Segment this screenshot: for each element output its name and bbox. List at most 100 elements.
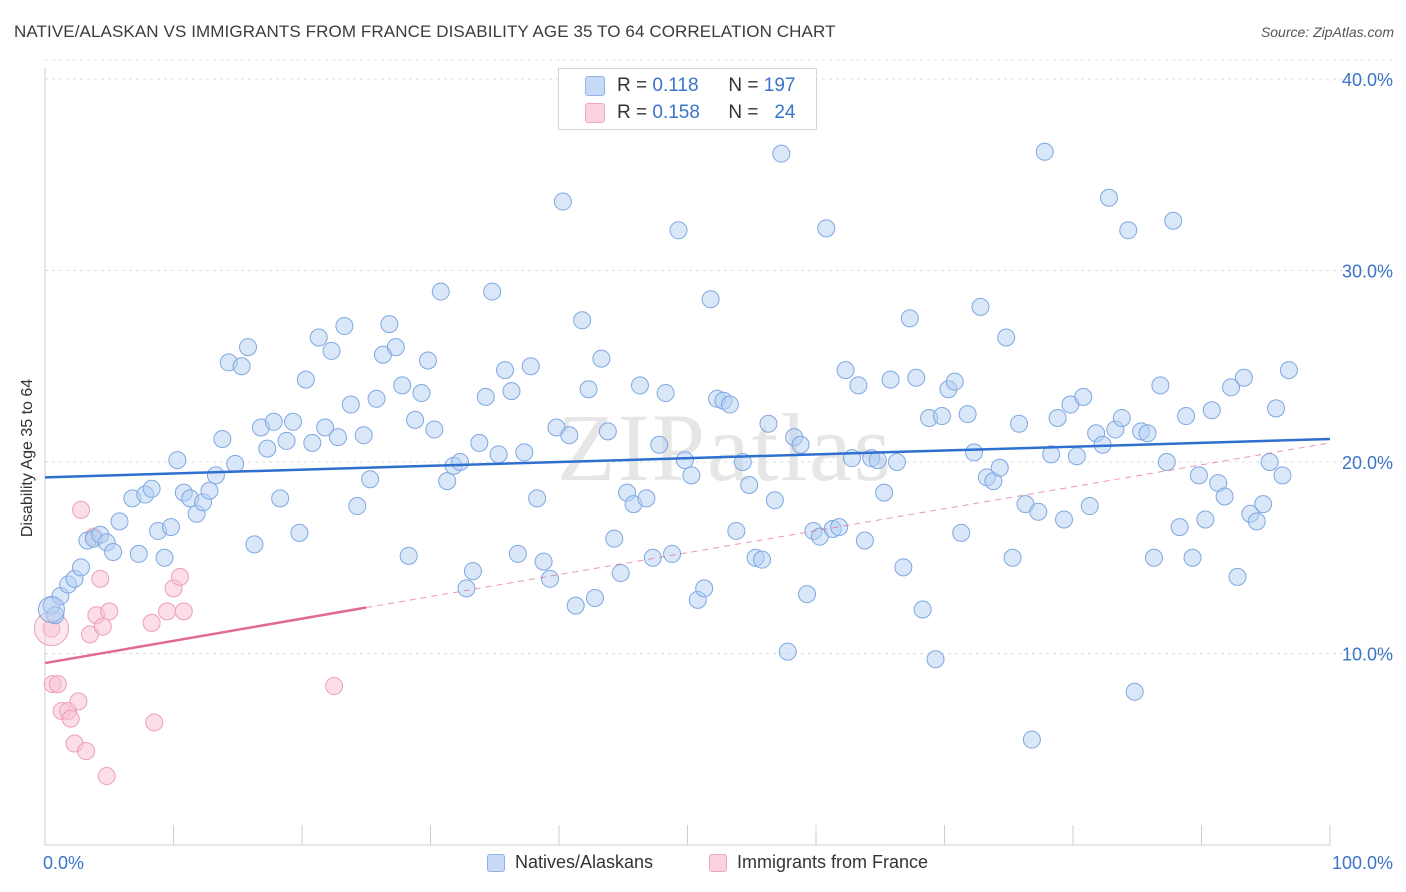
data-point-natives [1247, 512, 1266, 531]
trend-lines [44, 437, 1331, 665]
y-tick-label: 40.0% [1342, 70, 1393, 90]
data-point-natives [1234, 368, 1253, 387]
data-point-natives [476, 387, 495, 406]
data-point-natives [855, 531, 874, 550]
data-point-natives [650, 435, 669, 454]
data-point-natives [277, 431, 296, 450]
data-point-natives [1267, 399, 1286, 418]
data-point-natives [907, 368, 926, 387]
data-point-natives [1202, 401, 1221, 420]
data-point-natives [1010, 414, 1029, 433]
data-point-natives [463, 562, 482, 581]
data-point-natives [778, 642, 797, 661]
data-point-natives [553, 192, 572, 211]
data-point-natives [663, 544, 682, 563]
data-point-france [170, 567, 189, 586]
bottom-legend: Natives/Alaskans Immigrants from France [0, 850, 1406, 878]
data-point-natives [206, 466, 225, 485]
data-point-natives [791, 435, 810, 454]
data-point-natives [573, 311, 592, 330]
data-point-natives [296, 370, 315, 389]
data-point-natives [348, 497, 367, 516]
data-point-natives [534, 552, 553, 571]
data-point-natives [913, 600, 932, 619]
data-point-natives [418, 351, 437, 370]
data-point-natives [1157, 453, 1176, 471]
data-point-natives [239, 338, 258, 357]
data-point-natives [611, 564, 630, 583]
r-label: R = [617, 102, 648, 123]
data-point-natives [200, 481, 219, 500]
data-point-natives [1099, 188, 1118, 207]
data-point-natives [798, 585, 817, 604]
data-point-france [91, 569, 110, 588]
data-point-natives [393, 376, 412, 395]
data-point-natives [868, 451, 887, 470]
trend-line-france-extension [366, 442, 1331, 609]
immigrants-from-france-points [33, 500, 344, 786]
data-point-natives [406, 410, 425, 429]
data-point-natives [155, 548, 174, 567]
axes [44, 68, 1331, 846]
data-point-natives [887, 453, 906, 471]
blue-swatch [585, 76, 605, 96]
chart-source: Source: ZipAtlas.com [1260, 24, 1394, 40]
pink-swatch [585, 103, 605, 123]
legend-item-france[interactable]: Immigrants from France [709, 852, 928, 873]
data-point-natives [1215, 487, 1234, 506]
data-point-france [145, 713, 164, 732]
data-point-natives [958, 405, 977, 424]
data-point-natives [1228, 567, 1247, 586]
watermark: ZIPatlas [557, 394, 893, 501]
data-point-natives [637, 489, 656, 508]
data-point-natives [682, 466, 701, 485]
data-point-natives [399, 546, 418, 565]
data-point-france [93, 617, 112, 636]
data-point-natives [245, 535, 264, 554]
data-point-natives [817, 219, 836, 238]
data-point-natives [932, 407, 951, 426]
data-point-natives [990, 458, 1009, 477]
data-point-france [100, 602, 119, 621]
n-value: 197 [763, 75, 796, 96]
data-point-france [61, 709, 80, 728]
data-point-natives [1189, 466, 1208, 485]
data-point-natives [1164, 211, 1183, 230]
data-point-natives [894, 558, 913, 577]
data-point-natives [830, 518, 849, 537]
data-point-natives [496, 361, 515, 380]
data-point-natives [1260, 453, 1279, 471]
data-point-natives [483, 282, 502, 301]
data-point-natives [489, 445, 508, 464]
data-point-natives [367, 389, 386, 408]
y-tick-label: 20.0% [1342, 453, 1393, 473]
stats-row-france: R = 0.158 N = 24 [585, 100, 795, 126]
data-point-natives [290, 523, 309, 542]
data-point-natives [585, 588, 604, 607]
data-point-natives [592, 349, 611, 368]
chart-title: NATIVE/ALASKAN VS IMMIGRANTS FROM FRANCE… [14, 22, 836, 41]
stats-row-natives: R = 0.118 N = 197 [585, 73, 795, 99]
data-point-natives [1074, 387, 1093, 406]
data-point-natives [1067, 447, 1086, 466]
data-point-natives [566, 596, 585, 615]
data-point-natives [213, 430, 232, 449]
data-point-natives [701, 290, 720, 309]
data-point-natives [1254, 495, 1273, 514]
data-point-natives [1112, 408, 1131, 427]
data-point-natives [431, 282, 450, 301]
data-point-natives [753, 550, 772, 569]
data-point-natives [971, 297, 990, 316]
legend-item-natives[interactable]: Natives/Alaskans [487, 852, 653, 873]
data-point-natives-large [37, 595, 65, 623]
data-point-natives [328, 428, 347, 447]
data-point-natives [727, 521, 746, 540]
data-point-natives [271, 489, 290, 508]
y-tick-label: 10.0% [1342, 645, 1393, 665]
trend-line-france [44, 606, 367, 665]
data-point-natives [129, 544, 148, 563]
data-point-france [325, 677, 344, 696]
data-point-natives [560, 426, 579, 445]
data-point-natives [579, 380, 598, 399]
data-point-france [97, 767, 116, 786]
